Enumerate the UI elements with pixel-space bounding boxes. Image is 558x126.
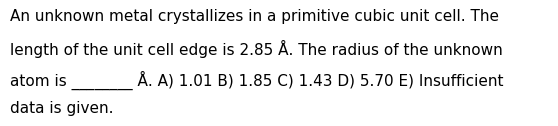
Text: data is given.: data is given. bbox=[10, 101, 113, 116]
Text: atom is ________ Å. A) 1.01 B) 1.85 C) 1.43 D) 5.70 E) Insufficient: atom is ________ Å. A) 1.01 B) 1.85 C) 1… bbox=[10, 71, 503, 90]
Text: length of the unit cell edge is 2.85 Å. The radius of the unknown: length of the unit cell edge is 2.85 Å. … bbox=[10, 40, 503, 58]
Text: An unknown metal crystallizes in a primitive cubic unit cell. The: An unknown metal crystallizes in a primi… bbox=[10, 9, 499, 24]
